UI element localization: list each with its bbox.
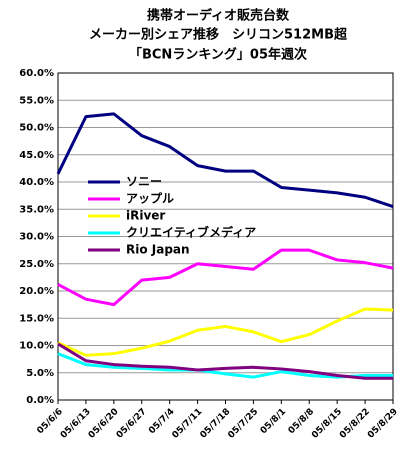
- chart-title: メーカー別シェア推移 シリコン512MB超: [89, 27, 348, 43]
- y-tick-label: 15.0%: [19, 313, 54, 324]
- series-line: [57, 307, 394, 357]
- legend-label: ソニー: [126, 175, 162, 189]
- legend-label: iRiver: [126, 209, 165, 223]
- chart-title: 「BCNランキング」05年週次: [129, 47, 307, 63]
- y-tick-label: 10.0%: [19, 341, 54, 352]
- y-tick-label: 5.0%: [26, 368, 54, 379]
- y-tick-label: 0.0%: [26, 395, 54, 406]
- series-line: [56, 112, 394, 208]
- series-line: [57, 352, 393, 379]
- y-tick-label: 55.0%: [19, 95, 54, 106]
- y-tick-label: 25.0%: [19, 259, 54, 270]
- series-line: [57, 342, 393, 380]
- y-tick-label: 35.0%: [19, 204, 54, 215]
- series-line: [57, 248, 394, 307]
- y-tick-label: 30.0%: [19, 232, 54, 243]
- y-tick-label: 40.0%: [19, 177, 54, 188]
- legend-label: クリエイティブメディア: [126, 225, 256, 240]
- y-tick-label: 20.0%: [19, 286, 54, 297]
- chart-title: 携帯オーディオ販売台数: [147, 8, 290, 24]
- legend-label: Rio Japan: [126, 243, 190, 257]
- y-tick-label: 50.0%: [19, 123, 54, 134]
- legend-label: アップル: [126, 191, 174, 206]
- y-tick-label: 60.0%: [19, 68, 54, 79]
- y-tick-label: 45.0%: [19, 150, 54, 161]
